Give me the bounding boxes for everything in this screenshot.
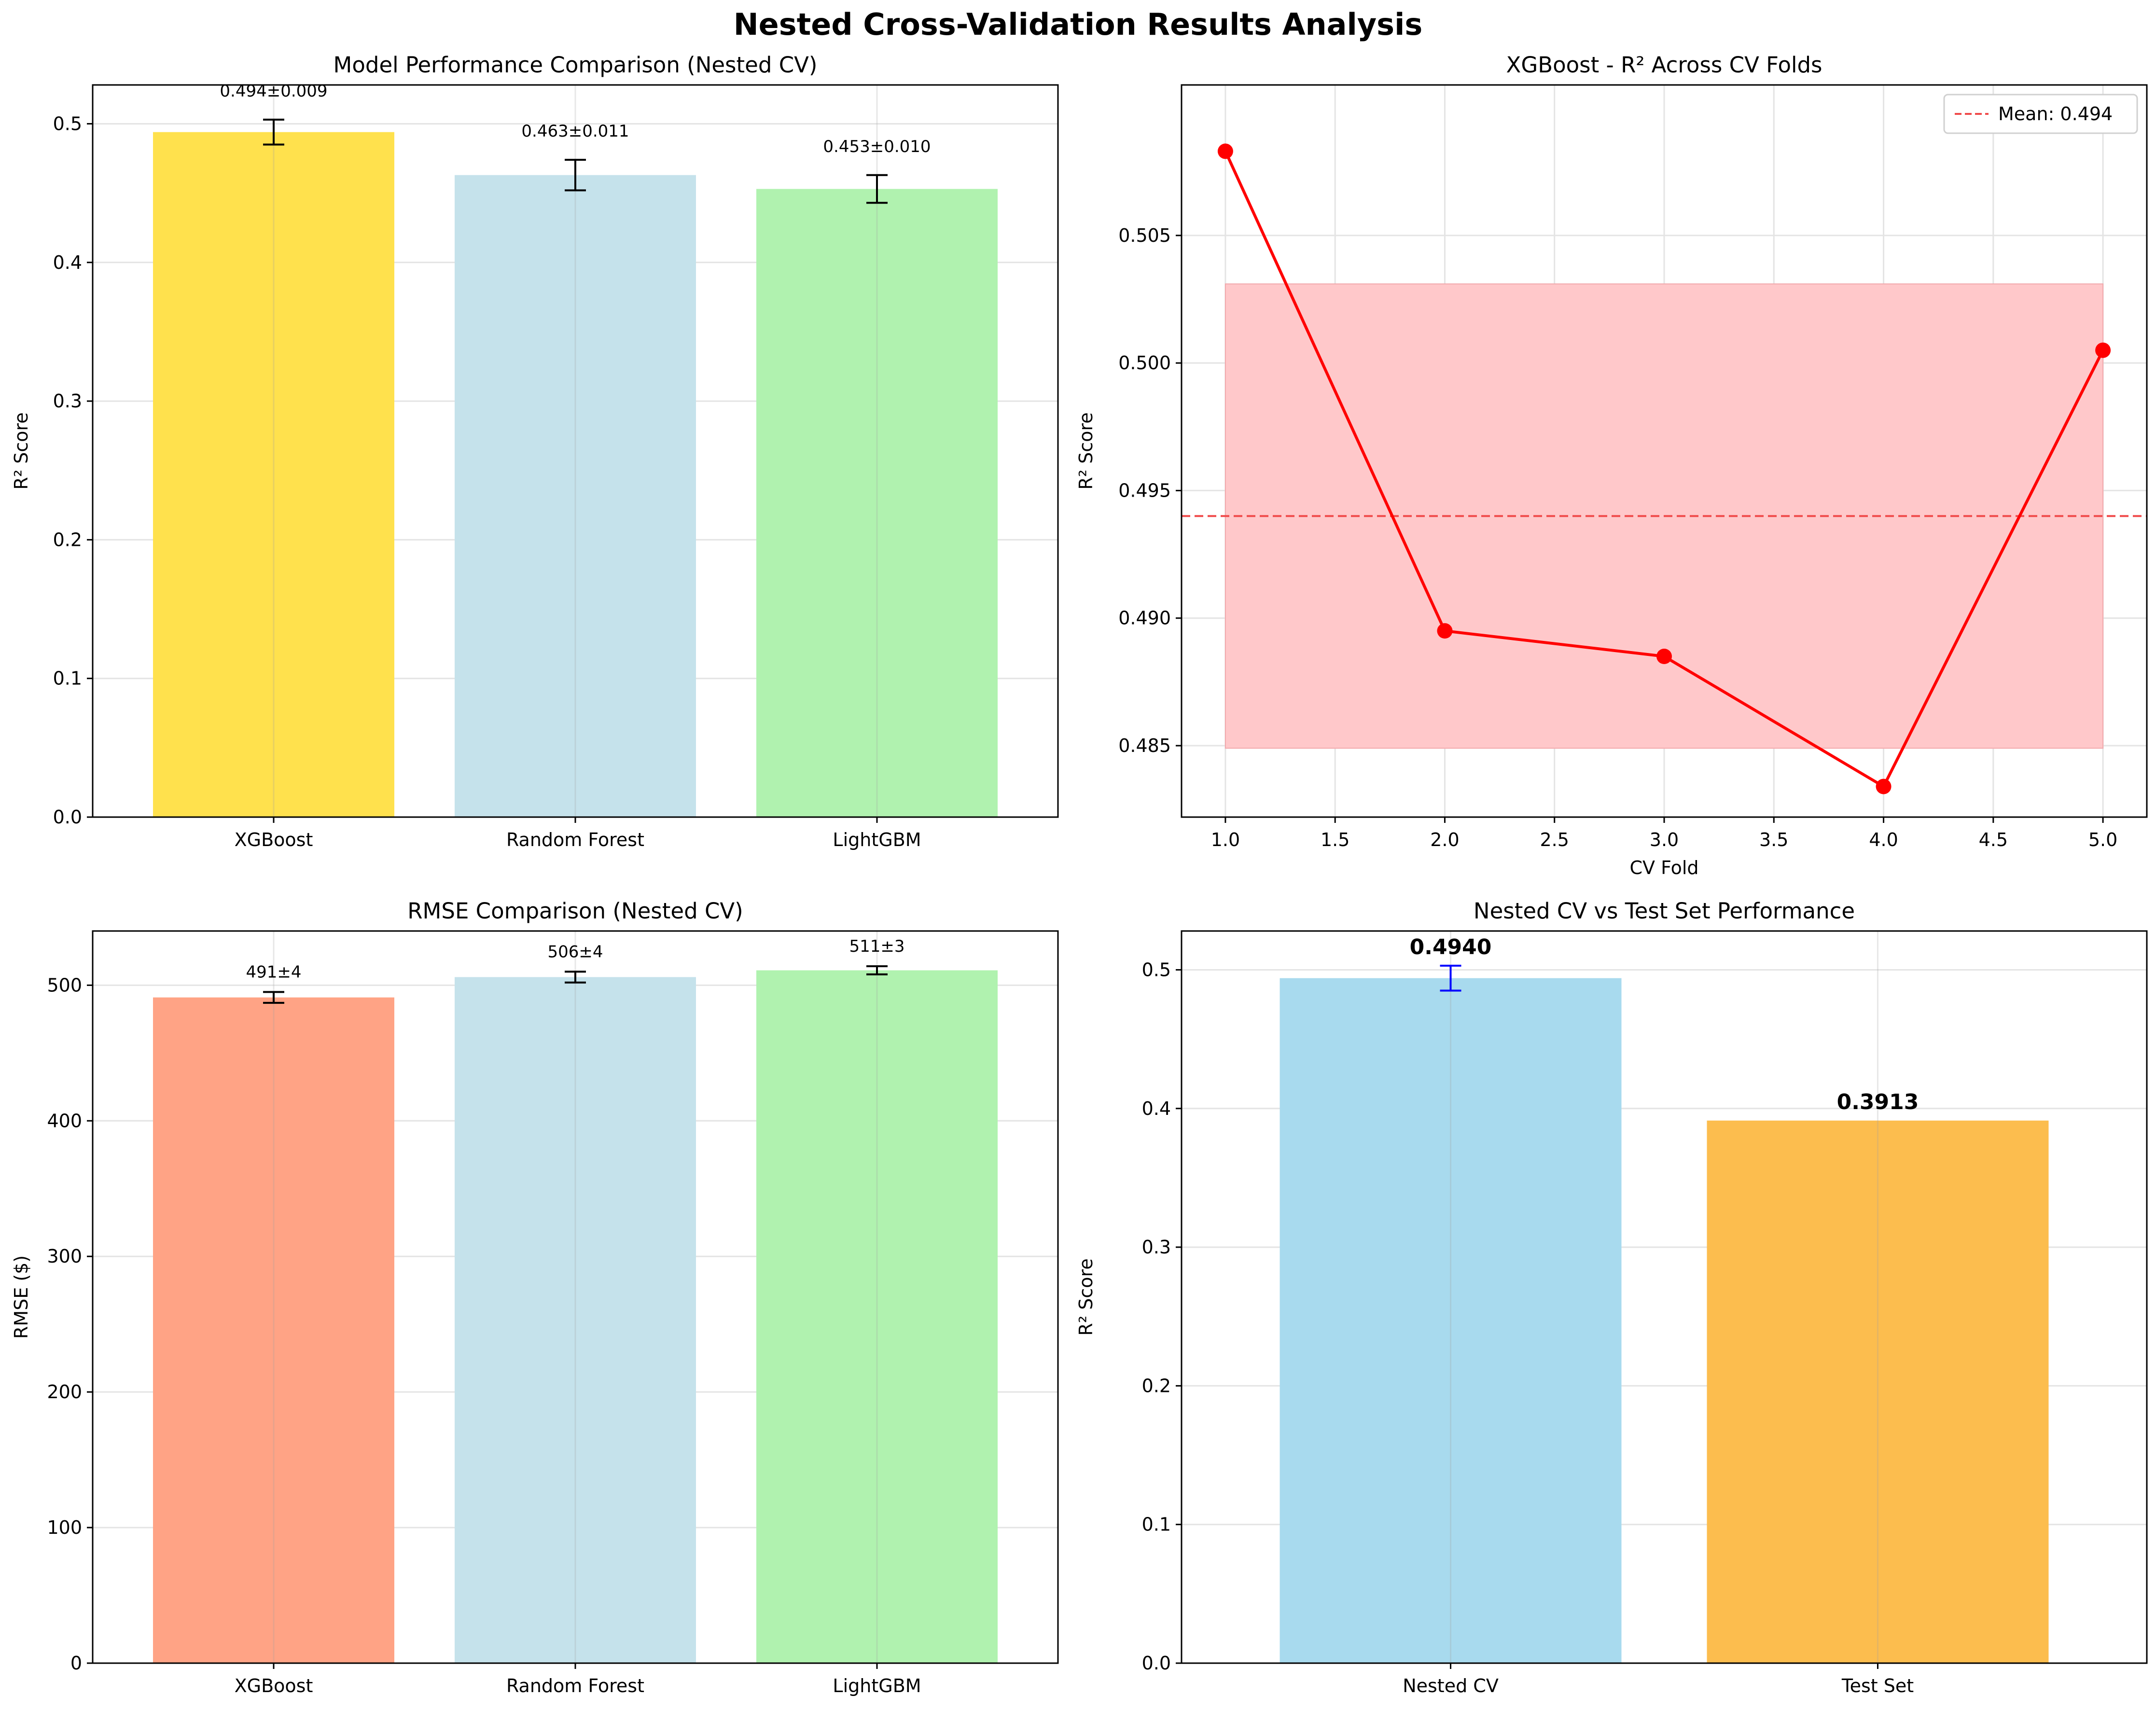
legend: Mean: 0.494 (1943, 94, 2138, 134)
bar-random-forest (455, 175, 696, 817)
chart-title: Model Performance Comparison (Nested CV) (334, 52, 818, 78)
x-tick-label: XGBoost (235, 1675, 313, 1696)
plot-frame (92, 930, 1059, 1664)
data-point (1217, 143, 1233, 159)
bar-test-set (1707, 1120, 2049, 1663)
x-tick-label: 2.0 (1430, 829, 1459, 850)
y-tick-label: 0.0 (53, 806, 82, 828)
y-tick-label: 0.1 (53, 668, 82, 689)
x-tick-label: LightGBM (833, 1675, 921, 1696)
bar-xgboost (153, 132, 394, 818)
x-tick-label: LightGBM (833, 829, 921, 850)
y-axis-label: R² Score (1075, 412, 1097, 489)
y-tick-label: 0.1 (1142, 1514, 1171, 1535)
bar-random-forest (455, 977, 696, 1663)
data-point (1437, 623, 1453, 639)
y-tick-label: 0.4 (1142, 1098, 1171, 1119)
legend-box (1943, 94, 2138, 134)
y-axis-label: R² Score (1075, 1258, 1097, 1335)
y-tick-label: 0.0 (1142, 1653, 1171, 1674)
bar-lightgbm (756, 189, 998, 818)
y-tick-label: 0.3 (1142, 1237, 1171, 1258)
y-tick-label: 0.495 (1118, 480, 1171, 501)
legend-label: Mean: 0.494 (1998, 103, 2113, 125)
plot-frame (1181, 84, 2148, 818)
x-tick-label: 5.0 (2088, 829, 2117, 850)
plot-frame (92, 84, 1059, 818)
data-point (2095, 342, 2111, 358)
x-tick-label: 4.5 (1979, 829, 2008, 850)
chart-panel-2: 0.485 0.490 0.495 0.500 0.505 XGBoost - R² Ac… (1075, 52, 2148, 878)
y-tick-label: 0.3 (53, 390, 82, 412)
bar-lightgbm (756, 970, 998, 1663)
x-tick-label: Test Set (1841, 1675, 1914, 1696)
y-axis-label: R² Score (11, 412, 32, 489)
x-tick-label: 4.0 (1869, 829, 1898, 850)
data-point (1876, 778, 1892, 794)
y-tick-label: 200 (47, 1381, 82, 1403)
y-axis-label: RMSE ($) (11, 1255, 32, 1339)
x-tick-label: 2.5 (1540, 829, 1569, 850)
y-tick-label: 0.4 (53, 252, 82, 273)
chart-title: XGBoost - R² Across CV Folds (1506, 52, 1822, 78)
y-tick-label: 400 (47, 1110, 82, 1131)
y-tick-label: 300 (47, 1246, 82, 1267)
figure-title: Nested Cross-Validation Results Analysis (733, 7, 1423, 42)
y-tick-label: 0 (70, 1653, 82, 1674)
bar-nested-cv (1280, 978, 1622, 1663)
data-point (1656, 649, 1672, 664)
y-tick-label: 100 (47, 1517, 82, 1538)
y-tick-label: 0.5 (53, 113, 82, 134)
x-tick-label: 3.5 (1759, 829, 1788, 850)
x-tick-label: 1.0 (1211, 829, 1240, 850)
chart-title: RMSE Comparison (Nested CV) (407, 898, 743, 924)
data-label: 0.463±0.011 (521, 122, 629, 141)
y-tick-label: 500 (47, 974, 82, 996)
chart-panel-4: 0.0 0.1 0.2 0.3 0.4 0.5 Nested CV vs Test Set … (1075, 898, 2148, 1696)
y-tick-label: 0.505 (1118, 225, 1171, 246)
x-tick-label: Random Forest (506, 829, 644, 850)
data-label: 0.453±0.010 (823, 137, 931, 156)
x-tick-label: 1.5 (1321, 829, 1349, 850)
x-tick-label: 3.0 (1650, 829, 1679, 850)
data-label: 506±4 (547, 942, 603, 961)
x-axis-label: CV Fold (1629, 857, 1698, 878)
x-tick-label: XGBoost (235, 829, 313, 850)
y-tick-label: 0.5 (1142, 959, 1171, 980)
plot-frame (1181, 930, 2148, 1664)
y-tick-label: 0.2 (1142, 1375, 1171, 1396)
chart-panel-1: 0.0 0.1 0.2 0.3 0.4 0.5 Model Performance Comp… (11, 52, 1059, 850)
y-tick-label: 0.490 (1118, 608, 1171, 629)
bar-xgboost (153, 997, 394, 1663)
y-tick-label: 0.500 (1118, 352, 1171, 374)
data-label: 0.4940 (1410, 935, 1492, 959)
y-tick-label: 0.2 (53, 529, 82, 550)
data-label: 491±4 (246, 962, 301, 982)
chart-title: Nested CV vs Test Set Performance (1474, 898, 1855, 924)
y-tick-label: 0.485 (1118, 735, 1171, 756)
chart-panel-3: 0 100 200 300 400 500 RMSE Comparison (Nested … (11, 898, 1059, 1696)
data-label: 0.3913 (1837, 1090, 1919, 1114)
data-label: 511±3 (849, 937, 904, 956)
x-tick-label: Nested CV (1403, 1675, 1499, 1696)
x-tick-label: Random Forest (506, 1675, 644, 1696)
